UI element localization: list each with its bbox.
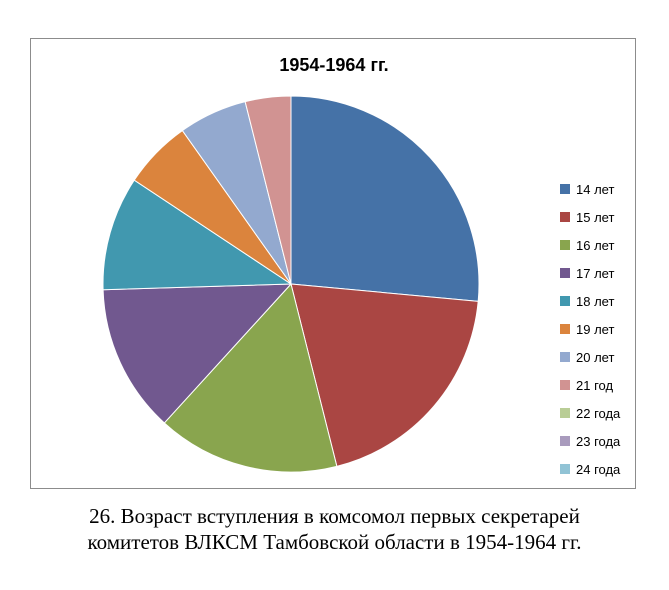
- legend-item: 19 лет: [560, 315, 620, 343]
- legend-label: 14 лет: [576, 181, 615, 197]
- legend-item: 20 лет: [560, 343, 620, 371]
- legend-item: 15 лет: [560, 203, 620, 231]
- legend-swatch: [560, 184, 570, 194]
- legend-item: 16 лет: [560, 231, 620, 259]
- legend-item: 18 лет: [560, 287, 620, 315]
- legend-label: 17 лет: [576, 265, 615, 281]
- legend-label: 24 года: [576, 461, 621, 477]
- chart-title: 1954-1964 гг.: [279, 55, 389, 75]
- pie-slice-8: [244, 95, 292, 285]
- legend-swatch: [560, 436, 570, 446]
- legend-label: 15 лет: [576, 209, 615, 225]
- pie-slice-1: [290, 95, 480, 302]
- caption-line-1: 26. Возраст вступления в комсомол первых…: [89, 504, 580, 528]
- figure-caption: 26. Возраст вступления в комсомол первых…: [0, 503, 669, 555]
- pie-slice-4: [102, 283, 293, 424]
- legend-label: 22 года: [576, 405, 621, 421]
- pie-slice-5: [102, 179, 293, 291]
- legend-item: 24 года: [560, 455, 620, 483]
- legend-swatch: [560, 240, 570, 250]
- caption-line-2: комитетов ВЛКСМ Тамбовской области в 195…: [87, 530, 582, 554]
- legend-swatch: [560, 212, 570, 222]
- legend-item: 23 года: [560, 427, 620, 455]
- legend-item: 21 год: [560, 371, 620, 399]
- legend-swatch: [560, 352, 570, 362]
- legend-swatch: [560, 408, 570, 418]
- legend-item: 22 года: [560, 399, 620, 427]
- legend-label: 23 года: [576, 433, 621, 449]
- pie-chart: [102, 95, 480, 473]
- pie-slice-2: [290, 283, 479, 467]
- legend-item: 14 лет: [560, 175, 620, 203]
- chart-area: 1954-1964 гг. 14 лет 15 лет 16 лет 17 лет 18…: [30, 38, 636, 489]
- legend-item: 17 лет: [560, 259, 620, 287]
- legend-swatch: [560, 268, 570, 278]
- legend-swatch: [560, 380, 570, 390]
- pie-slice-3: [163, 282, 338, 473]
- legend-label: 16 лет: [576, 237, 615, 253]
- legend-swatch: [560, 324, 570, 334]
- legend-swatch: [560, 296, 570, 306]
- legend-label: 21 год: [576, 377, 614, 393]
- legend-label: 18 лет: [576, 293, 615, 309]
- chart-legend: 14 лет 15 лет 16 лет 17 лет 18 лет 19 лет 20 л…: [560, 175, 620, 483]
- legend-swatch: [560, 464, 570, 474]
- legend-label: 19 лет: [576, 321, 615, 337]
- legend-label: 20 лет: [576, 349, 615, 365]
